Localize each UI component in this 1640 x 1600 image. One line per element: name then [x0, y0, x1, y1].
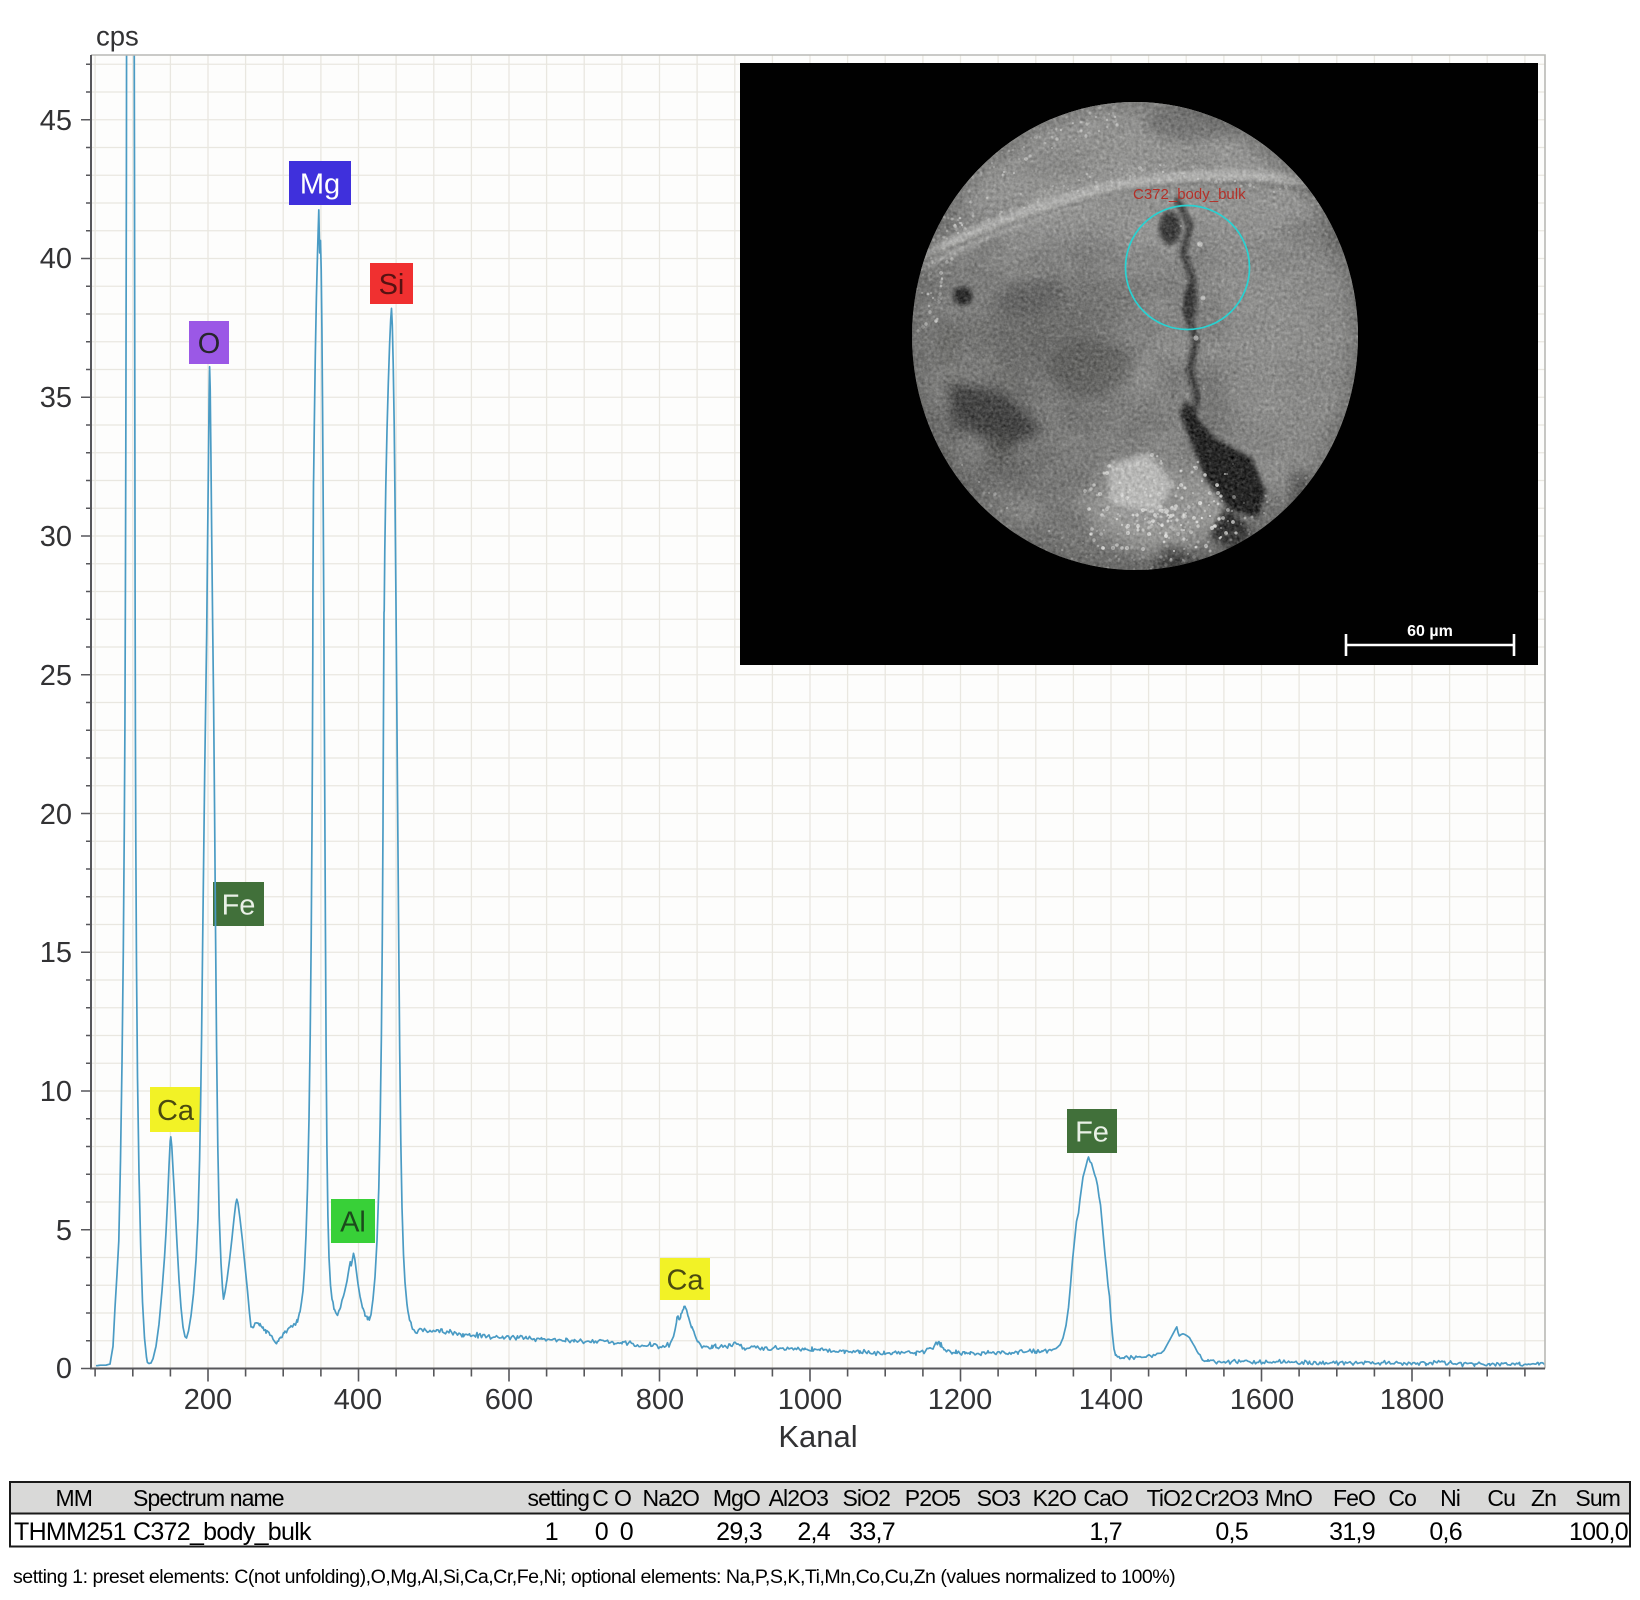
svg-text:1: 1: [545, 1518, 558, 1546]
svg-text:Ca: Ca: [666, 1264, 704, 1296]
svg-text:C372_body_bulk: C372_body_bulk: [1133, 186, 1246, 203]
svg-text:CaO: CaO: [1083, 1485, 1128, 1511]
svg-text:Kanal: Kanal: [778, 1419, 857, 1454]
svg-text:Fe: Fe: [222, 889, 256, 921]
svg-text:Fe: Fe: [1075, 1116, 1109, 1148]
svg-text:200: 200: [184, 1384, 232, 1416]
svg-text:C372_body_bulk: C372_body_bulk: [133, 1518, 312, 1546]
svg-text:FeO: FeO: [1333, 1485, 1375, 1511]
svg-text:33,7: 33,7: [849, 1518, 895, 1546]
svg-text:40: 40: [40, 243, 72, 275]
svg-text:30: 30: [40, 521, 72, 553]
svg-text:0,6: 0,6: [1429, 1518, 1462, 1546]
svg-text:Cu: Cu: [1487, 1485, 1515, 1511]
svg-text:Cr2O3: Cr2O3: [1195, 1485, 1258, 1511]
svg-text:35: 35: [40, 382, 72, 414]
svg-text:Co: Co: [1388, 1485, 1416, 1511]
svg-text:0: 0: [620, 1518, 633, 1546]
svg-text:cps: cps: [96, 21, 139, 52]
svg-text:Na2O: Na2O: [643, 1485, 699, 1511]
svg-text:1600: 1600: [1230, 1384, 1295, 1416]
svg-text:MM: MM: [55, 1485, 92, 1511]
svg-text:1800: 1800: [1380, 1384, 1445, 1416]
svg-text:P2O5: P2O5: [905, 1485, 960, 1511]
svg-text:29,3: 29,3: [716, 1518, 762, 1546]
svg-text:Sum: Sum: [1575, 1485, 1620, 1511]
svg-text:SiO2: SiO2: [842, 1485, 890, 1511]
svg-text:Zn: Zn: [1531, 1485, 1556, 1511]
svg-text:Si: Si: [379, 269, 405, 301]
svg-text:0: 0: [56, 1353, 72, 1385]
svg-text:O: O: [614, 1485, 631, 1511]
svg-text:1200: 1200: [928, 1384, 993, 1416]
svg-text:THMM251: THMM251: [14, 1518, 126, 1546]
svg-text:0,5: 0,5: [1215, 1518, 1248, 1546]
svg-text:TiO2: TiO2: [1147, 1485, 1192, 1511]
svg-text:400: 400: [334, 1384, 382, 1416]
svg-text:Ca: Ca: [157, 1095, 195, 1127]
svg-text:25: 25: [40, 660, 72, 692]
svg-text:setting 1: preset elements: C(: setting 1: preset elements: C(not unfold…: [13, 1566, 1175, 1588]
svg-text:1000: 1000: [778, 1384, 843, 1416]
svg-text:O: O: [198, 328, 221, 360]
svg-text:2,4: 2,4: [797, 1518, 830, 1546]
svg-text:45: 45: [40, 105, 72, 137]
svg-text:Mg: Mg: [300, 168, 340, 200]
svg-text:31,9: 31,9: [1329, 1518, 1375, 1546]
svg-text:600: 600: [485, 1384, 533, 1416]
svg-text:60 µm: 60 µm: [1407, 623, 1453, 640]
svg-text:800: 800: [636, 1384, 684, 1416]
svg-text:Al2O3: Al2O3: [769, 1485, 829, 1511]
svg-text:20: 20: [40, 799, 72, 831]
svg-text:0: 0: [595, 1518, 608, 1546]
svg-text:MnO: MnO: [1265, 1485, 1312, 1511]
svg-text:5: 5: [56, 1215, 72, 1247]
svg-text:K2O: K2O: [1033, 1485, 1076, 1511]
svg-text:C: C: [592, 1485, 608, 1511]
svg-text:1,7: 1,7: [1089, 1518, 1122, 1546]
svg-text:Ni: Ni: [1440, 1485, 1460, 1511]
svg-text:100,0: 100,0: [1569, 1518, 1628, 1546]
svg-text:Al: Al: [340, 1206, 366, 1238]
svg-text:15: 15: [40, 937, 72, 969]
svg-text:1400: 1400: [1079, 1384, 1144, 1416]
svg-text:10: 10: [40, 1076, 72, 1108]
svg-text:setting: setting: [528, 1485, 590, 1511]
svg-text:MgO: MgO: [713, 1485, 760, 1511]
svg-text:Spectrum name: Spectrum name: [133, 1485, 284, 1511]
svg-text:SO3: SO3: [977, 1485, 1020, 1511]
